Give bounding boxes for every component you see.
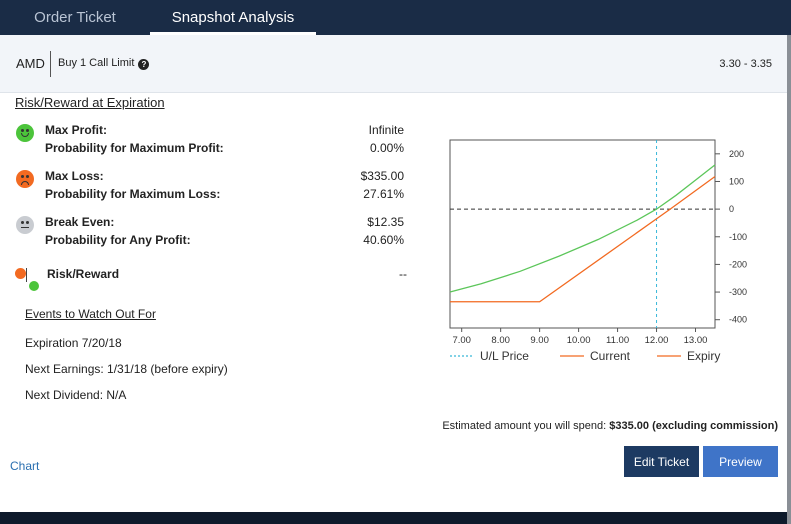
prob-any-profit-label: Probability for Any Profit: [45,233,191,247]
max-profit-value: Infinite [368,123,404,137]
tab-order-ticket[interactable]: Order Ticket [34,9,116,26]
estimate-text: Estimated amount you will spend: $335.00… [442,420,778,432]
smile-face-icon [16,124,34,142]
legend-label: Current [590,349,631,363]
pl-chart: 200 100 0 -100 -200 -300 -400 7.00 8.00 9.00 10.0… [449,139,747,363]
x-tick-label: 10.00 [567,335,591,346]
chart-link[interactable]: Chart [10,459,40,473]
header-divider [50,51,51,77]
y-tick-label: 0 [729,204,734,214]
x-tick-label: 13.00 [684,335,708,346]
help-icon[interactable]: ? [138,59,150,70]
expiration-text: Expiration 7/20/18 [25,336,122,350]
risk-reward-icon [15,268,39,292]
prob-max-loss-label: Probability for Maximum Loss: [45,187,221,201]
window-edge [787,35,791,524]
legend-label: Expiry [687,349,720,363]
order-header: AMD Buy 1 Call Limit? 3.30 - 3.35 [0,35,787,93]
prob-max-profit-value: 0.00% [369,141,404,155]
tab-snapshot-analysis[interactable]: Snapshot Analysis [150,0,316,35]
chart-plot-area [449,139,716,329]
break-even-label: Break Even: [45,215,115,229]
snapshot-panel: AMD Buy 1 Call Limit? 3.30 - 3.35 Risk/R… [0,35,787,512]
price-range: 3.30 - 3.35 [719,58,772,70]
preview-button[interactable]: Preview [703,446,778,477]
y-tick-label: 200 [729,149,744,159]
risk-reward-value: -- [399,267,407,281]
break-even-value: $12.35 [367,215,404,229]
estimate-amount: $335.00 (excluding commission) [609,420,778,432]
prob-any-profit-value: 40.60% [363,233,404,247]
events-title: Events to Watch Out For [25,307,156,321]
x-tick-label: 7.00 [452,335,471,346]
legend-label: U/L Price [480,349,529,363]
y-tick-label: -300 [729,287,747,297]
x-tick-label: 9.00 [530,335,549,346]
y-tick-label: -200 [729,259,747,269]
order-desc-text: Buy 1 Call Limit [58,57,135,69]
prob-max-loss-value: 27.61% [363,187,404,201]
background-strip [0,512,787,524]
prob-max-profit-label: Probability for Maximum Profit: [45,141,224,155]
risk-reward-title: Risk/Reward at Expiration [15,95,165,110]
frown-face-icon [16,170,34,188]
max-profit-label: Max Profit: [45,123,108,137]
x-tick-label: 12.00 [645,335,669,346]
series-line-current [449,164,716,293]
symbol: AMD [16,56,45,71]
next-earnings-text: Next Earnings: 1/31/18 (before expiry) [25,362,228,376]
x-tick-label: 11.00 [606,335,629,346]
x-tick-label: 8.00 [491,335,510,346]
risk-reward-label: Risk/Reward [47,267,120,281]
y-tick-label: -100 [729,232,747,242]
tab-bar: Order Ticket Snapshot Analysis [0,0,791,35]
series-line-expiry [450,175,716,303]
max-loss-label: Max Loss: [45,169,104,183]
neutral-face-icon [16,216,34,234]
y-tick-label: -400 [729,315,747,325]
order-description: Buy 1 Call Limit? [58,57,150,70]
next-dividend-text: Next Dividend: N/A [25,388,127,402]
max-loss-value: $335.00 [360,169,404,183]
y-tick-label: 100 [729,176,744,186]
estimate-prefix: Estimated amount you will spend: [442,420,607,432]
edit-ticket-button[interactable]: Edit Ticket [624,446,699,477]
